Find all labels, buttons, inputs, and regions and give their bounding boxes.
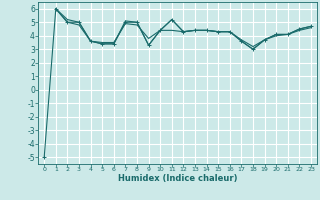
X-axis label: Humidex (Indice chaleur): Humidex (Indice chaleur): [118, 174, 237, 183]
